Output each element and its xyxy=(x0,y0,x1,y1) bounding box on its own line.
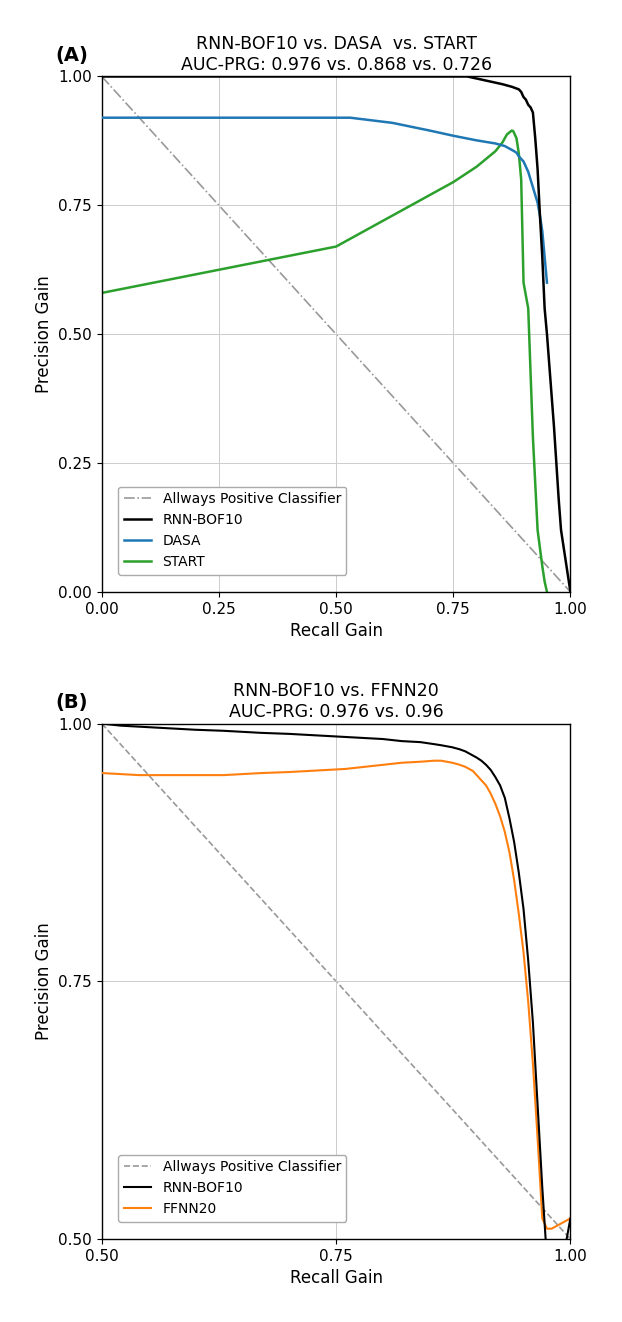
Legend: Allways Positive Classifier, RNN-BOF10, DASA, START: Allways Positive Classifier, RNN-BOF10, … xyxy=(118,486,346,575)
Legend: Allways Positive Classifier, RNN-BOF10, FFNN20: Allways Positive Classifier, RNN-BOF10, … xyxy=(118,1154,346,1222)
Text: (A): (A) xyxy=(55,45,88,65)
X-axis label: Recall Gain: Recall Gain xyxy=(290,1269,383,1288)
Text: (B): (B) xyxy=(55,693,87,711)
Title: RNN-BOF10 vs. FFNN20
AUC-PRG: 0.976 vs. 0.96: RNN-BOF10 vs. FFNN20 AUC-PRG: 0.976 vs. … xyxy=(229,682,443,720)
X-axis label: Recall Gain: Recall Gain xyxy=(290,623,383,640)
Y-axis label: Precision Gain: Precision Gain xyxy=(35,923,53,1040)
Title: RNN-BOF10 vs. DASA  vs. START
AUC-PRG: 0.976 vs. 0.868 vs. 0.726: RNN-BOF10 vs. DASA vs. START AUC-PRG: 0.… xyxy=(180,34,491,74)
Y-axis label: Precision Gain: Precision Gain xyxy=(35,275,53,393)
